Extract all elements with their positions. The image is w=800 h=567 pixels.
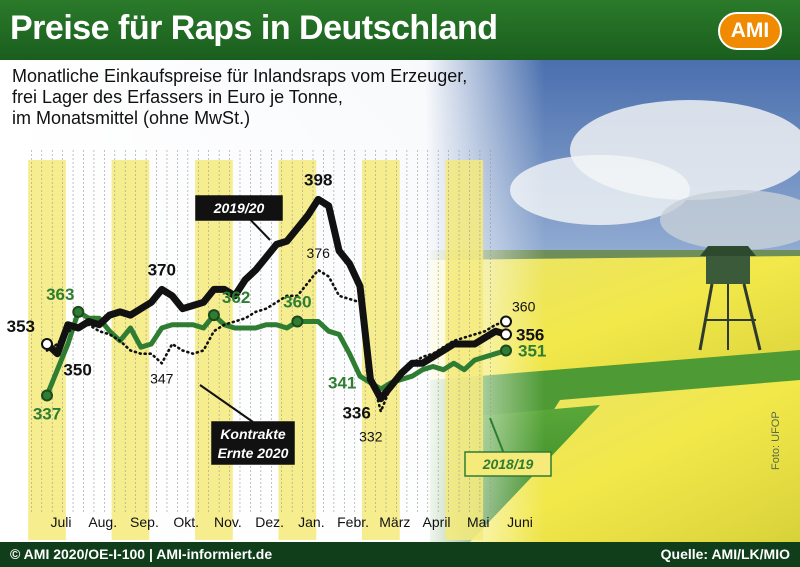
footer-bar: © AMI 2020/OE-I-100 | AMI-informiert.de …	[0, 542, 800, 567]
subtitle-line: frei Lager des Erfassers in Euro je Tonn…	[12, 87, 343, 107]
ami-logo: AMI	[718, 12, 782, 50]
subtitle-line: Monatliche Einkaufspreise für Inlandsrap…	[12, 66, 468, 86]
data-point-marker	[207, 309, 220, 322]
series-label-text-2: 2018/19	[482, 456, 534, 472]
series-labels: 2019/20 Kontrakte Ernte 2020 2018/19	[195, 195, 552, 477]
highlight-column-10	[445, 160, 484, 540]
data-point-marker	[72, 305, 85, 318]
page-title: Preise für Raps in Deutschland	[10, 9, 498, 47]
series-label-text-0: 2019/20	[213, 200, 265, 216]
x-tick-label-5: Dez.	[255, 514, 284, 530]
header-bar: Preise für Raps in Deutschland AMI	[0, 0, 800, 60]
series-label-box-2	[464, 451, 552, 477]
series-label-text-1: Ernte 2020	[218, 445, 289, 461]
x-tick-label-4: Nov.	[214, 514, 242, 530]
hunting-stand-icon	[698, 246, 762, 351]
value-label-11: 363	[46, 285, 74, 304]
subtitle-line: im Monatsmittel (ohne MwSt.)	[12, 108, 251, 128]
photo-credit: Foto: UFOP	[770, 411, 782, 470]
leader-line-1	[199, 384, 254, 423]
x-tick-label-9: April	[423, 514, 451, 530]
series-lines	[43, 195, 510, 413]
series-label-box-0	[195, 195, 283, 221]
value-labels: 353 350 370 398 336 356 347 376 332 360 337 363 362 3…	[7, 170, 547, 444]
value-label-1: 350	[63, 361, 91, 380]
data-point-marker	[500, 328, 512, 341]
x-axis-labels: Juli Aug. Sep. Okt. Nov. Dez. Jan. Febr. März Apr…	[50, 514, 532, 530]
series-line-0	[43, 195, 510, 403]
data-point-marker	[41, 338, 53, 351]
value-label-7: 376	[307, 245, 331, 261]
data-point-marker	[291, 315, 304, 328]
copyright-text: © AMI 2020/OE-I-100 | AMI-informiert.de	[10, 546, 273, 562]
x-tick-label-0: Juli	[50, 514, 71, 530]
x-tick-label-3: Okt.	[173, 514, 199, 530]
rapeseed-field-photo	[0, 60, 800, 542]
data-point-marker	[41, 389, 53, 402]
value-label-3: 398	[304, 170, 332, 189]
chart-subtitle: Monatliche Einkaufspreise für Inlandsrap…	[12, 66, 532, 129]
value-label-5: 356	[516, 325, 544, 344]
x-tick-label-8: März	[379, 514, 410, 530]
value-label-0: 353	[7, 317, 35, 336]
value-label-6: 347	[150, 370, 174, 386]
value-label-15: 351	[518, 341, 546, 360]
x-tick-label-11: Juni	[507, 514, 533, 530]
value-label-10: 337	[33, 404, 61, 423]
series-label-text-1: Kontrakte	[220, 426, 286, 442]
value-label-13: 360	[283, 293, 311, 312]
x-tick-label-7: Febr.	[337, 514, 369, 530]
value-label-4: 336	[342, 404, 370, 423]
x-tick-label-1: Aug.	[88, 514, 117, 530]
x-tick-label-10: Mai	[467, 514, 490, 530]
value-label-8: 332	[359, 429, 383, 445]
value-label-12: 362	[222, 288, 250, 307]
series-line-1	[45, 268, 508, 413]
x-tick-label-6: Jan.	[298, 514, 324, 530]
value-label-9: 360	[512, 299, 536, 315]
data-point-marker	[500, 315, 512, 328]
data-point-marker	[500, 344, 512, 357]
series-line-2	[44, 309, 509, 398]
x-tick-label-2: Sep.	[130, 514, 159, 530]
value-label-2: 370	[148, 260, 176, 279]
value-label-14: 341	[328, 374, 356, 393]
series-label-box-1	[211, 421, 295, 465]
source-text: Quelle: AMI/LK/MIO	[660, 546, 790, 562]
